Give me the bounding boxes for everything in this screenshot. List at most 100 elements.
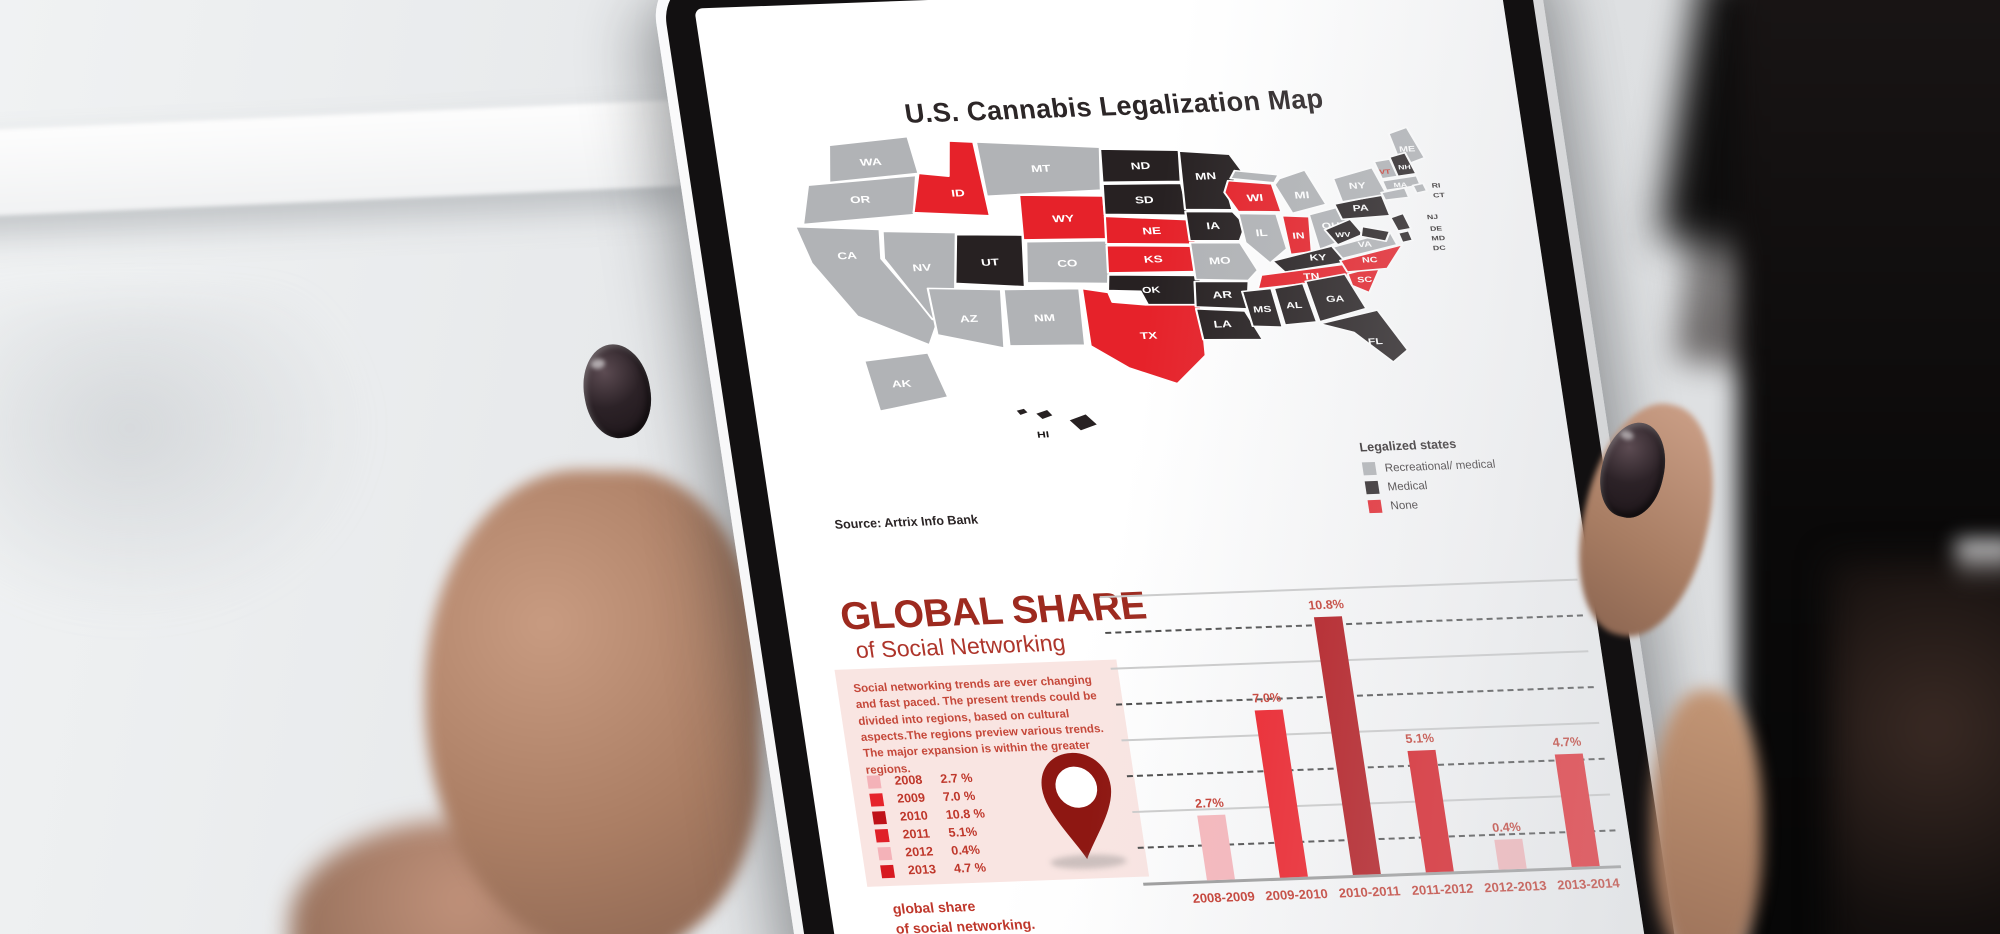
map-legend-item-1: Medical <box>1364 474 1577 495</box>
state-GA <box>1304 273 1368 323</box>
year-swatch <box>874 828 890 842</box>
state-RI <box>1411 182 1429 195</box>
whiteboard-edge <box>0 99 682 219</box>
state-label-MO: MO <box>1208 255 1231 267</box>
state-label-WI: WI <box>1246 193 1264 204</box>
bar-2013-2014 <box>1554 753 1600 867</box>
state-label-OK: OK <box>1141 285 1161 296</box>
year-label: 2008 <box>893 772 924 788</box>
state-label-CT: CT <box>1433 191 1446 199</box>
state-label-OH: OH <box>1321 221 1341 232</box>
tablet-screen: U.S. Cannabis Legalization Map WA OR CA NV I… <box>694 0 1661 934</box>
state-OR <box>802 174 918 226</box>
bar-value-2011-2012: 5.1% <box>1404 730 1435 746</box>
state-MO <box>1188 241 1259 282</box>
state-NC <box>1339 243 1404 273</box>
solid-gridline-12 <box>1099 578 1578 599</box>
state-label-TN: TN <box>1303 271 1321 281</box>
map-legend-item-2: None <box>1367 493 1580 514</box>
state-label-CA: CA <box>837 250 859 261</box>
right-fingers <box>1652 690 1762 934</box>
bar-value-2010-2011: 10.8% <box>1307 597 1345 613</box>
state-label-NC: NC <box>1361 255 1378 265</box>
state-label-KY: KY <box>1309 253 1327 264</box>
state-label-NH: NH <box>1398 163 1412 171</box>
state-label-AR: AR <box>1212 289 1234 300</box>
year-row-2013: 2013 4.7 % <box>880 858 995 880</box>
state-AL <box>1272 282 1319 326</box>
left-hand-palm <box>425 470 760 934</box>
state-AK <box>863 352 950 413</box>
map-pin-icon <box>1028 748 1132 871</box>
year-swatch <box>880 864 896 878</box>
global-share-panel: Social networking trends are ever changi… <box>834 659 1150 887</box>
state-HI-part1 <box>1033 408 1055 421</box>
tablet: U.S. Cannabis Legalization Map WA OR CA NV I… <box>648 0 1707 934</box>
legend-label: None <box>1389 498 1419 512</box>
year-value: 0.4% <box>950 842 981 858</box>
state-CT <box>1380 187 1411 202</box>
bar-value-2008-2009: 2.7% <box>1194 795 1225 811</box>
state-label-GA: GA <box>1325 294 1345 305</box>
source-credit: Source: Artrix Info Bank <box>833 512 979 532</box>
state-label-AZ: AZ <box>959 313 979 324</box>
map-legend-item-0: Recreational/ medical <box>1361 455 1574 476</box>
state-label-VT: VT <box>1379 168 1392 176</box>
state-label-SD: SD <box>1134 195 1154 206</box>
state-label-HI: HI <box>1036 430 1050 440</box>
state-label-PA: PA <box>1352 203 1370 213</box>
state-HI-part2 <box>1014 407 1031 417</box>
legend-label: Medical <box>1386 479 1429 493</box>
year-value: 10.8 % <box>944 806 986 822</box>
state-FL <box>1318 309 1409 363</box>
state-label-NJ: NJ <box>1426 213 1438 221</box>
tablet-bezel: U.S. Cannabis Legalization Map WA OR CA NV I… <box>659 0 1696 934</box>
pin-glyph <box>1041 752 1112 860</box>
year-label: 2010 <box>898 808 929 824</box>
bar-2012-2013 <box>1494 838 1527 870</box>
state-label-ME: ME <box>1398 144 1415 154</box>
legend-label: Recreational/ medical <box>1383 458 1497 475</box>
year-value: 2.7 % <box>939 770 974 787</box>
state-MT <box>974 141 1102 198</box>
state-label-NV: NV <box>912 262 932 273</box>
year-label: 2011 <box>901 826 931 842</box>
state-label-IN: IN <box>1292 231 1306 241</box>
state-label-AK: AK <box>891 378 913 389</box>
state-UT <box>954 233 1026 288</box>
state-label-MD: MD <box>1431 234 1446 242</box>
year-legend: 2008 2.7 % 2009 7.0 % 2010 10.8 % 2011 5.1% 2012… <box>866 769 994 881</box>
state-AZ <box>926 287 1006 349</box>
state-label-MI: MI <box>1294 190 1311 201</box>
state-HI <box>1066 412 1100 433</box>
state-ID <box>912 140 991 217</box>
legend-swatch <box>1361 461 1377 476</box>
year-swatch <box>866 774 882 789</box>
year-label: 2009 <box>896 790 927 806</box>
state-label-MN: MN <box>1194 171 1217 182</box>
state-label-MA: MA <box>1393 181 1408 189</box>
bar-value-2012-2013: 0.4% <box>1491 819 1522 835</box>
us-cannabis-map: WA OR CA NV ID MT WY UT CO AZ NM ND SD NE KS OK TX MN IA MO… <box>794 126 1447 440</box>
bar-2008-2009 <box>1197 814 1235 881</box>
shadowed-hand <box>1830 560 2000 934</box>
x-label-2013-2014: 2013-2014 <box>1556 875 1621 893</box>
state-label-MS: MS <box>1253 304 1273 315</box>
bar-value-2013-2014: 4.7% <box>1551 734 1583 750</box>
state-label-NY: NY <box>1348 181 1366 192</box>
state-label-FL: FL <box>1367 337 1384 347</box>
state-label-TX: TX <box>1139 330 1158 341</box>
year-swatch <box>877 846 893 860</box>
state-label-IL: IL <box>1255 228 1269 239</box>
state-MS <box>1240 287 1284 328</box>
legend-swatch <box>1367 499 1383 514</box>
state-label-WA: WA <box>859 157 883 169</box>
state-label-DC: DC <box>1432 244 1446 252</box>
state-DE <box>1397 229 1414 244</box>
state-IL <box>1237 212 1289 264</box>
year-label: 2012 <box>904 844 935 860</box>
legend-swatch <box>1364 480 1380 495</box>
bar-value-2009-2010: 7.0% <box>1251 690 1283 706</box>
year-value: 7.0 % <box>942 788 977 804</box>
bar-2010-2011 <box>1313 616 1381 876</box>
